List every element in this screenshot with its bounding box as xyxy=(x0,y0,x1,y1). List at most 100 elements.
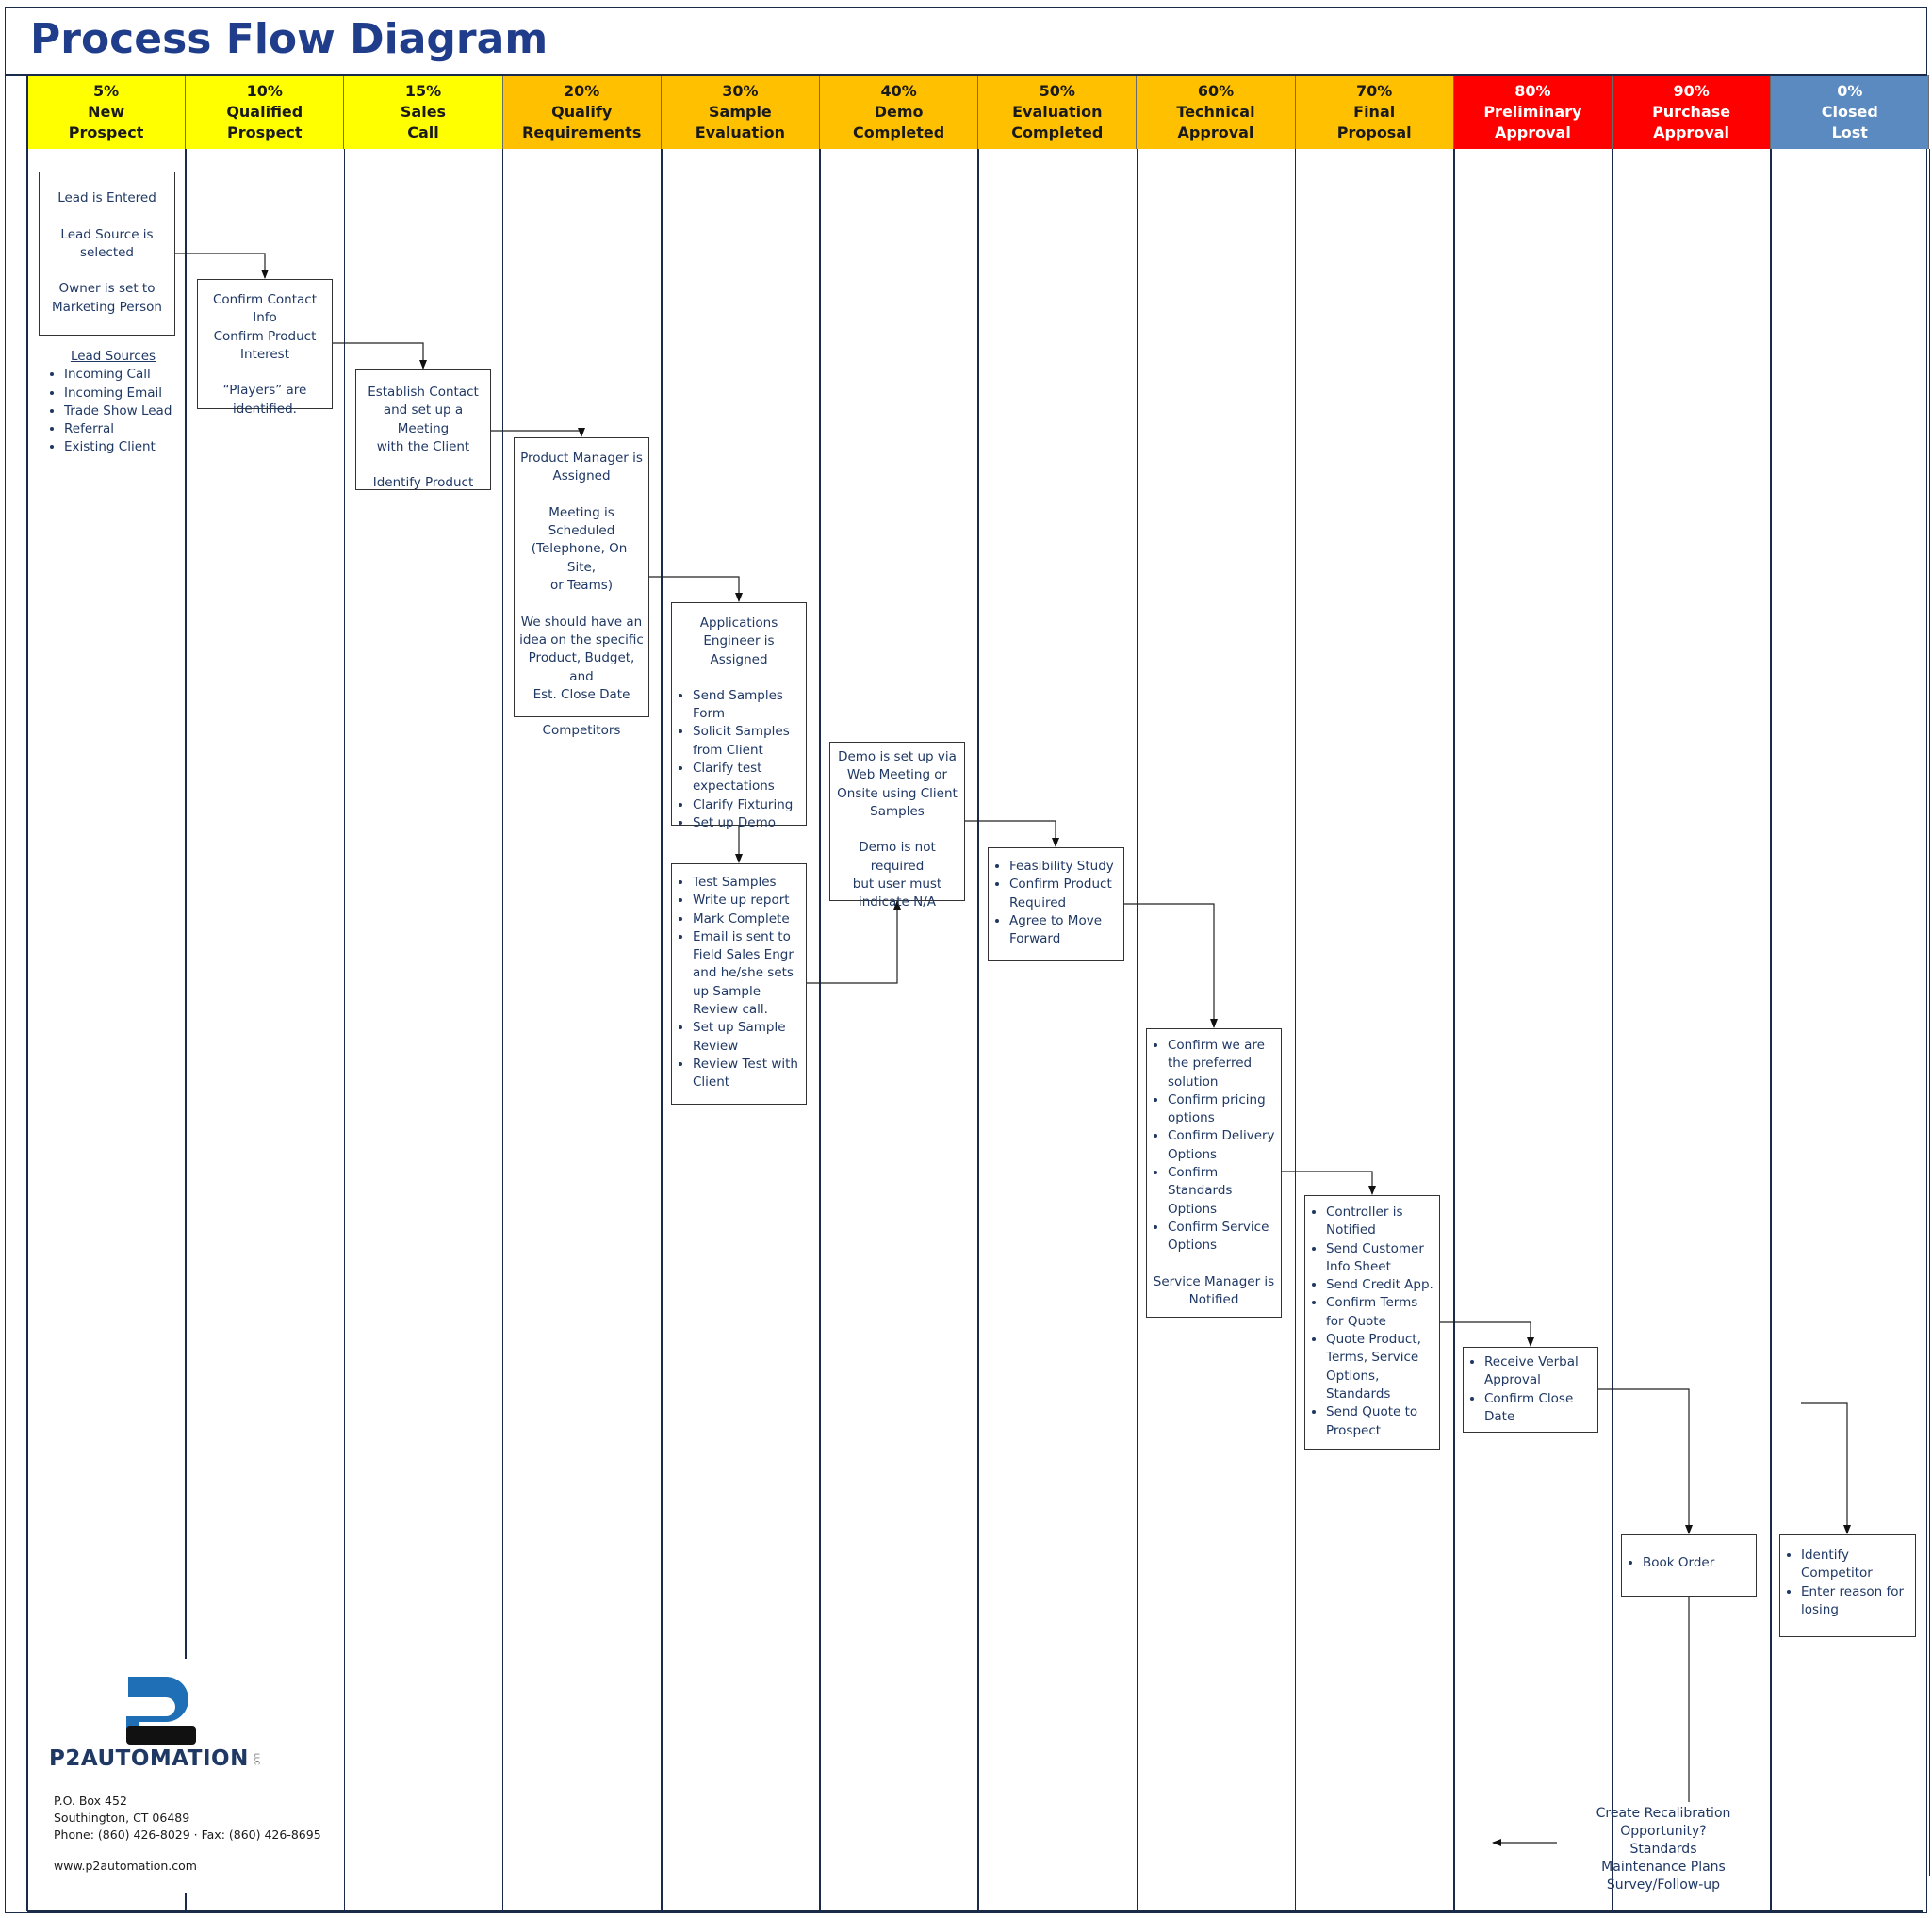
list-item: Test Samples xyxy=(693,874,802,892)
connector-test-to-demo xyxy=(806,900,901,984)
stage-header-line1: Demo xyxy=(874,103,924,121)
lane-divider xyxy=(343,149,346,1911)
text-line xyxy=(43,207,171,225)
list-item: Incoming Call xyxy=(64,366,179,384)
text-line: Web Meeting or xyxy=(846,767,948,783)
text-line: Demo is set up via xyxy=(838,749,957,764)
text-line: Establish Contact xyxy=(368,385,479,400)
stage-header-percent: 20% xyxy=(564,82,600,100)
connector-technical-to-final xyxy=(1281,1171,1376,1195)
stage-header: 90% Purchase Approval xyxy=(1613,75,1772,149)
stage-header-percent: 80% xyxy=(1514,82,1551,100)
list-item: Receive Verbal Approval xyxy=(1484,1353,1594,1390)
list-item: Enter reason for losing xyxy=(1801,1583,1911,1620)
stage-header-percent: 50% xyxy=(1039,82,1075,100)
list-item: Confirm pricing options xyxy=(1168,1091,1277,1128)
list-item: Confirm Product Required xyxy=(1009,876,1120,912)
stage-header-percent: 0% xyxy=(1837,82,1863,100)
stage-header-line1: Technical xyxy=(1176,103,1255,121)
verbal-approval-list: Receive Verbal ApprovalConfirm Close Dat… xyxy=(1467,1353,1594,1426)
text-line: identified. xyxy=(233,401,297,417)
stage-header-line2: Call xyxy=(407,123,439,141)
stage-header: 50% Evaluation Completed xyxy=(978,75,1138,149)
final-proposal-list: Controller is NotifiedSend Customer Info… xyxy=(1309,1204,1435,1440)
node-closed-lost: Identify CompetitorEnter reason for losi… xyxy=(1779,1534,1916,1637)
stage-header: 70% Final Proposal xyxy=(1295,75,1454,149)
connector-feasibility-to-technical xyxy=(1123,903,1218,1028)
stage-header-percent: 10% xyxy=(246,82,283,100)
stage-header-line2: Evaluation xyxy=(695,123,786,141)
stage-header: 0% Closed Lost xyxy=(1771,75,1930,149)
lane-divider xyxy=(1453,149,1455,1911)
stage-header-line2: Proposal xyxy=(1336,123,1412,141)
text-line: Est. Close Date xyxy=(532,686,630,702)
text-line: Demo is not required xyxy=(859,840,936,874)
stage-header-percent: 60% xyxy=(1197,82,1235,100)
list-item: Existing Client xyxy=(64,438,179,456)
list-item: Confirm Standards Options xyxy=(1168,1164,1277,1219)
lane-divider xyxy=(977,149,979,1911)
text-line: indicate N/A xyxy=(858,894,937,910)
text-line: (Telephone, On-Site, xyxy=(531,541,632,575)
text-line: Competitors xyxy=(542,723,621,739)
connector-lead-to-confirm xyxy=(175,253,269,279)
text-line: Scheduled xyxy=(548,523,615,539)
text-line: Notified xyxy=(1188,1291,1239,1307)
stage-header-line2: Approval xyxy=(1653,123,1730,141)
text-line xyxy=(518,595,645,613)
stage-header-line2: Completed xyxy=(1011,123,1104,141)
text-line xyxy=(834,821,960,839)
title-rule xyxy=(5,74,1927,76)
lead-sources: Lead Sources Incoming CallIncoming Email… xyxy=(47,348,179,457)
applications-engineer-heading: Applications Engineer is Assigned xyxy=(676,615,802,669)
text-line: Interest xyxy=(239,346,290,362)
bottom-rule xyxy=(27,1910,1923,1912)
list-item: Solicit Samples from Client xyxy=(693,723,802,760)
text-line: Samples xyxy=(870,803,925,819)
text-line: “Players” are xyxy=(222,383,307,399)
text-line: We should have an xyxy=(520,614,643,630)
connector-demo-to-feasibility xyxy=(965,820,1059,847)
list-item: Email is sent to Field Sales Engr and he… xyxy=(693,928,802,1019)
stage-header-line2: Approval xyxy=(1177,123,1254,141)
stage-header: 60% Technical Approval xyxy=(1137,75,1296,149)
list-item: Confirm Terms for Quote xyxy=(1326,1294,1435,1331)
stage-header-percent: 30% xyxy=(722,82,759,100)
diagram-frame xyxy=(5,7,1927,1913)
lane-divider xyxy=(1770,149,1772,1911)
stage-header-line1: Purchase xyxy=(1652,103,1731,121)
list-item: Review Test with Client xyxy=(693,1056,802,1092)
stage-header: 10% Qualified Prospect xyxy=(186,75,345,149)
logo-suffix: LLC xyxy=(253,1753,261,1765)
text-line: Assigned xyxy=(552,468,611,484)
lane-divider xyxy=(661,149,663,1911)
company-website[interactable]: www.p2automation.com xyxy=(54,1859,197,1873)
stage-header-line1: Qualify xyxy=(551,103,613,121)
lane-divider-tail xyxy=(185,1893,187,1911)
company-address: P.O. Box 452 Southington, CT 06489 Phone: … xyxy=(54,1793,321,1844)
list-item: Confirm Delivery Options xyxy=(1168,1127,1277,1164)
page-title: Process Flow Diagram xyxy=(30,15,548,63)
list-item: Write up report xyxy=(693,892,802,910)
text-line: Applications xyxy=(699,615,778,631)
lane-divider xyxy=(185,149,187,1659)
node-test-samples: Test SamplesWrite up reportMark Complete… xyxy=(671,863,807,1105)
header-left-border xyxy=(26,75,28,149)
stage-header-line1: Preliminary xyxy=(1483,103,1582,121)
connector-verbal-to-book xyxy=(1597,1388,1693,1534)
list-item: Incoming Email xyxy=(64,385,179,402)
text-line: Identify Product xyxy=(372,475,474,491)
text-line: with the Client xyxy=(376,438,470,454)
stage-header: 5% New Prospect xyxy=(27,75,187,149)
node-lead-entered: Lead is Entered Lead Source is selected O… xyxy=(39,172,175,336)
stage-header-line1: Sample xyxy=(709,103,772,121)
connector-to-closed-lost xyxy=(1801,1402,1851,1534)
lead-sources-list: Incoming CallIncoming EmailTrade Show Le… xyxy=(47,366,179,456)
text-line: Owner is set to xyxy=(58,281,156,297)
stage-header: 15% Sales Call xyxy=(344,75,503,149)
stage-header-line2: Lost xyxy=(1831,123,1868,141)
text-line: Maintenance Plans xyxy=(1601,1860,1726,1875)
text-line: Confirm Contact Info xyxy=(212,292,318,326)
stage-header-percent: 5% xyxy=(93,82,120,100)
text-line xyxy=(43,262,171,280)
